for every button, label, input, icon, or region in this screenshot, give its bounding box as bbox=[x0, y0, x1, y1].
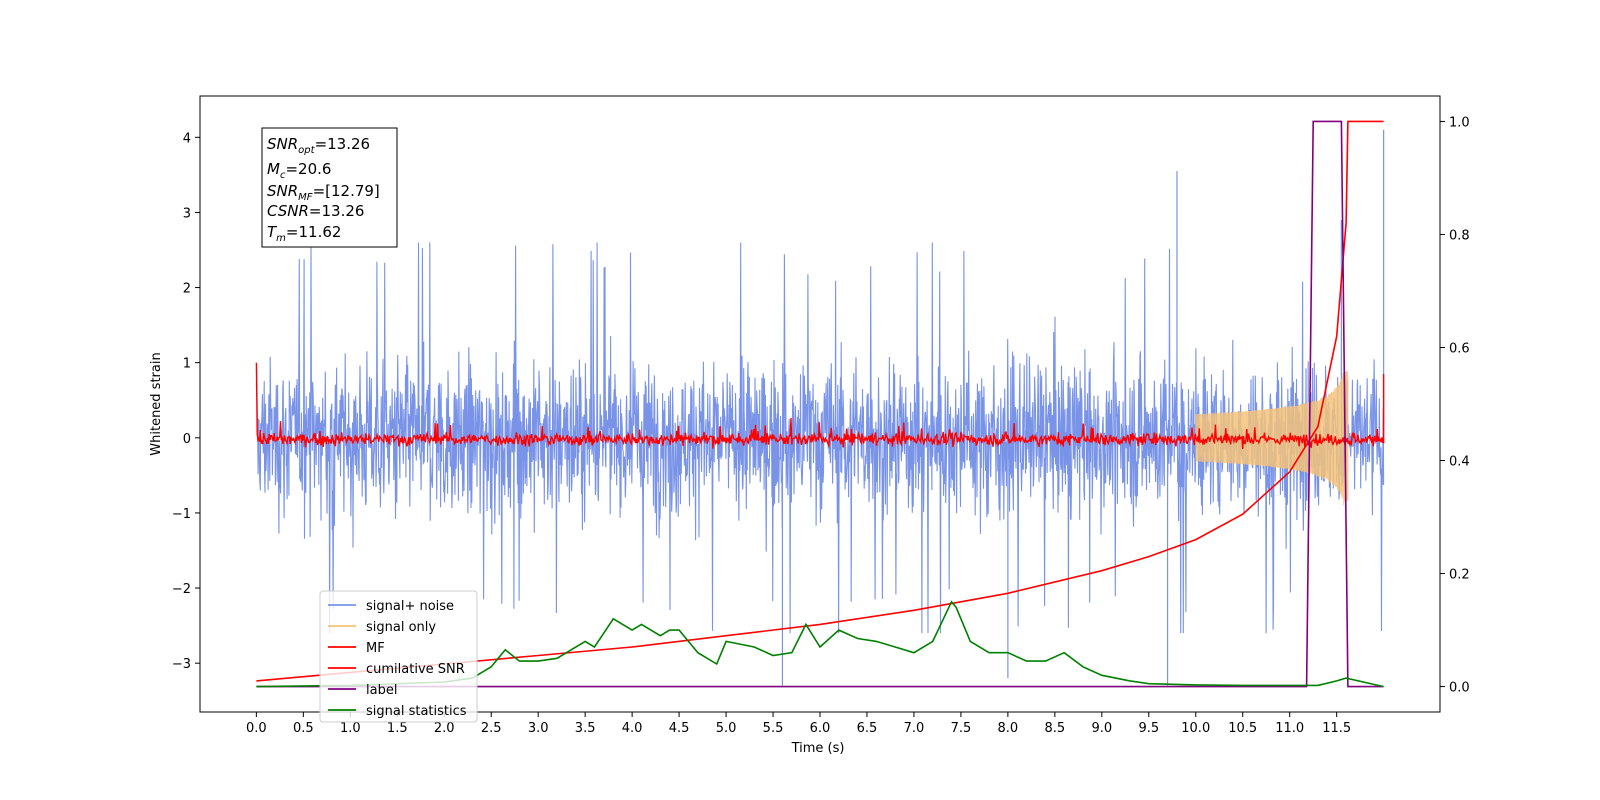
legend: signal+ noise signal only MF cumilative SNR… bbox=[319, 590, 478, 723]
x-tick-label: 1.0 bbox=[340, 721, 361, 736]
x-tick-label: 4.0 bbox=[622, 721, 643, 736]
legend-label: label bbox=[366, 683, 397, 698]
y-tick-label: −3 bbox=[172, 657, 191, 672]
x-tick-label: 11.5 bbox=[1322, 721, 1351, 736]
y-tick-label: −1 bbox=[172, 507, 191, 522]
x-tick-label: 2.0 bbox=[434, 721, 455, 736]
x-tick-label: 6.0 bbox=[810, 721, 831, 736]
x-tick-label: 9.5 bbox=[1138, 721, 1159, 736]
y-tick-label: 0 bbox=[183, 432, 191, 447]
x-tick-label: 9.0 bbox=[1091, 721, 1112, 736]
x-tick-label: 3.5 bbox=[575, 721, 596, 736]
annotation-tm: Tm=11.62 bbox=[267, 223, 341, 244]
series-signal-noise-line bbox=[255, 242, 1385, 634]
x-axis-label: Time (s) bbox=[791, 741, 845, 756]
y-tick-label: 1 bbox=[183, 357, 191, 372]
y-axis-label: Whitened strain bbox=[149, 352, 164, 455]
x-tick-label: 10.5 bbox=[1228, 721, 1257, 736]
legend-label: MF bbox=[366, 641, 385, 656]
legend-label: cumilative SNR bbox=[366, 662, 465, 677]
y2-tick-label: 1.0 bbox=[1449, 115, 1470, 130]
legend-label: signal statistics bbox=[366, 704, 467, 719]
x-tick-label: 10.0 bbox=[1181, 721, 1210, 736]
annotation-csnr: CSNR=13.26 bbox=[267, 202, 364, 220]
x-tick-label: 2.5 bbox=[481, 721, 502, 736]
y2-tick-label: 0.6 bbox=[1449, 341, 1470, 356]
annotation-snr-mf: SNRMF=[12.79] bbox=[267, 182, 380, 203]
x-tick-label: 3.0 bbox=[528, 721, 549, 736]
legend-label: signal+ noise bbox=[366, 599, 454, 614]
y-tick-label: −2 bbox=[172, 582, 191, 597]
x-tick-label: 0.5 bbox=[293, 721, 314, 736]
annotation-box: SNRopt=13.26 Mc=20.6 SNRMF=[12.79] CSNR=… bbox=[261, 127, 398, 248]
series-label-line bbox=[256, 120, 1384, 688]
y2-tick-label: 0.0 bbox=[1449, 681, 1470, 696]
x-tick-label: 8.5 bbox=[1045, 721, 1066, 736]
annotation-frame bbox=[261, 127, 398, 248]
x-tick-label: 5.0 bbox=[716, 721, 737, 736]
annotation-mc: Mc=20.6 bbox=[267, 160, 331, 181]
plot-area bbox=[255, 120, 1385, 688]
y-tick-label: 2 bbox=[183, 282, 191, 297]
series-signal-statistics-line bbox=[256, 600, 1384, 688]
x-tick-label: 4.5 bbox=[669, 721, 690, 736]
legend-frame bbox=[319, 590, 478, 723]
x-tick-label: 7.5 bbox=[951, 721, 972, 736]
y2-tick-label: 0.4 bbox=[1449, 455, 1470, 470]
series-mf-line bbox=[255, 362, 1385, 450]
series-cumilative-snr-line bbox=[256, 120, 1384, 682]
y2-axis-ticks: 1.0 0.8 0.6 0.4 0.2 0.0 bbox=[1440, 115, 1470, 696]
x-tick-label: 8.0 bbox=[998, 721, 1019, 736]
x-tick-label: 5.5 bbox=[763, 721, 784, 736]
y-tick-label: 3 bbox=[183, 206, 191, 221]
x-tick-label: 0.0 bbox=[246, 721, 267, 736]
y-axis-ticks: 4 3 2 1 0 −1 −2 −3 bbox=[172, 131, 200, 672]
x-tick-label: 1.5 bbox=[387, 721, 408, 736]
y-tick-label: 4 bbox=[183, 131, 191, 146]
x-tick-label: 11.0 bbox=[1275, 721, 1304, 736]
x-axis-ticks: 0.0 0.5 1.0 1.5 2.0 2.5 3.0 3.5 4.0 4.5 5.0 5.5 6.0 6… bbox=[246, 712, 1351, 736]
annotation-snr-opt: SNRopt=13.26 bbox=[267, 135, 370, 156]
y2-tick-label: 0.8 bbox=[1449, 228, 1470, 243]
y2-tick-label: 0.2 bbox=[1449, 568, 1470, 583]
series-signal-only-line bbox=[1195, 370, 1349, 506]
x-tick-label: 6.5 bbox=[857, 721, 878, 736]
legend-label: signal only bbox=[366, 620, 436, 635]
x-tick-label: 7.0 bbox=[904, 721, 925, 736]
